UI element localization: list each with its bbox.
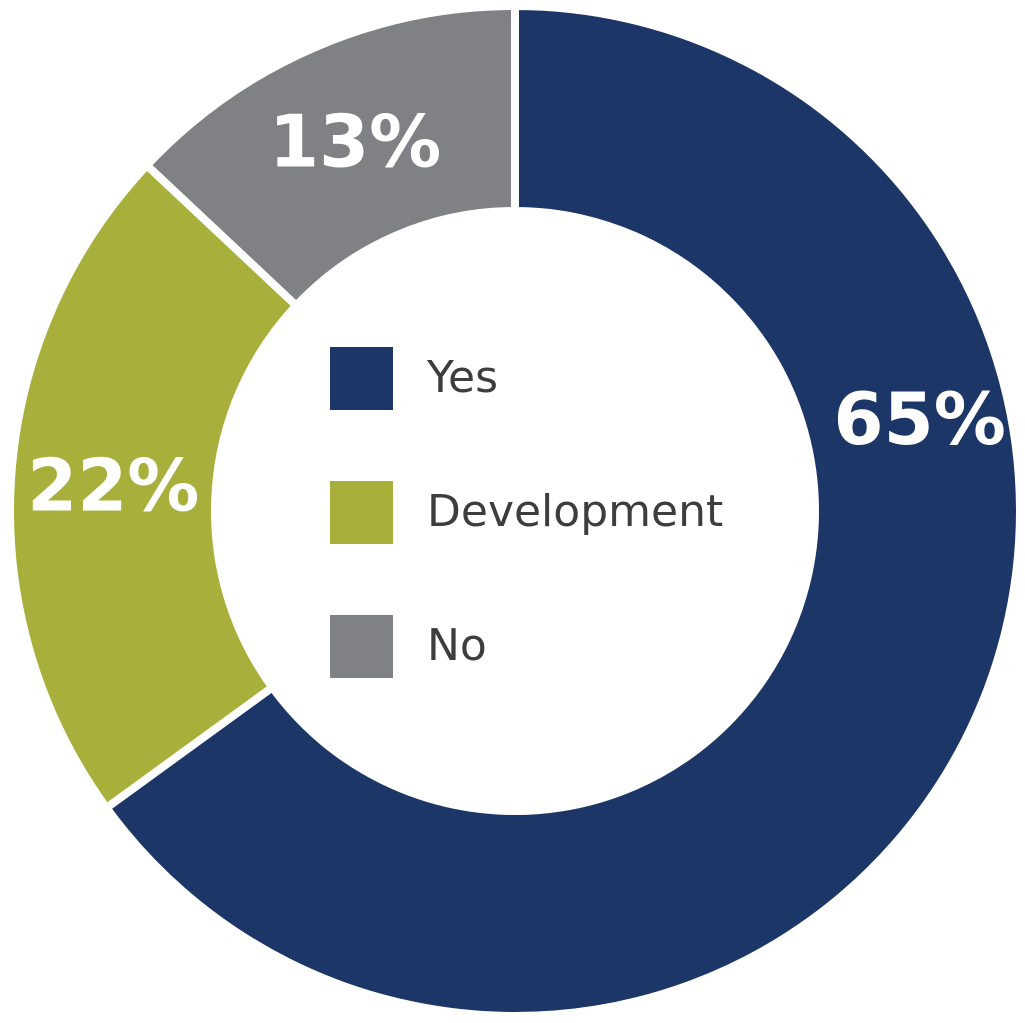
value-label-development: 22% bbox=[27, 444, 199, 528]
donut-slices bbox=[6, 1, 1024, 1020]
legend-item-yes: Yes bbox=[330, 346, 723, 410]
legend-item-development: Development bbox=[330, 480, 723, 544]
legend-item-no: No bbox=[330, 614, 723, 678]
value-label-no: 13% bbox=[269, 100, 441, 184]
legend-label-development: Development bbox=[427, 486, 724, 537]
legend-swatch-development bbox=[330, 480, 393, 544]
chart-legend: Yes Development No bbox=[330, 346, 723, 678]
legend-label-yes: Yes bbox=[427, 352, 499, 403]
legend-label-no: No bbox=[427, 620, 487, 671]
legend-swatch-no bbox=[330, 614, 393, 678]
value-label-yes: 65% bbox=[834, 377, 1006, 461]
legend-swatch-yes bbox=[330, 346, 393, 410]
slice-no bbox=[141, 1, 519, 312]
slice-development bbox=[6, 159, 302, 814]
donut-value-labels: 65% 22% 13% bbox=[27, 100, 1006, 528]
slice-yes bbox=[100, 1, 1024, 1020]
